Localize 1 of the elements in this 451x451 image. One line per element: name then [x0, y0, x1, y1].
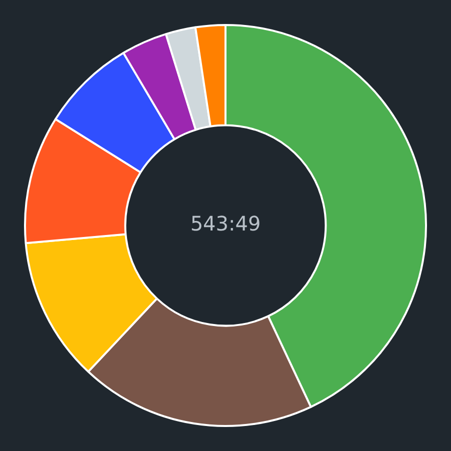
text: 543:49	[190, 212, 261, 236]
